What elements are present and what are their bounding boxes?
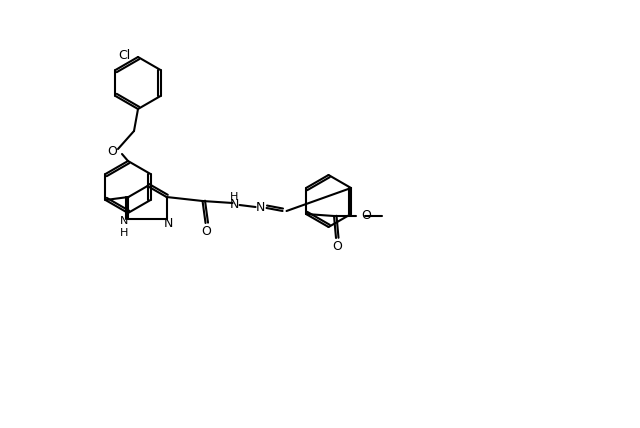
- Text: N: N: [256, 200, 265, 214]
- Text: Cl: Cl: [118, 48, 130, 62]
- Text: N: N: [164, 217, 173, 229]
- Text: O: O: [332, 240, 342, 253]
- Text: N: N: [230, 197, 239, 211]
- Text: O: O: [107, 145, 117, 158]
- Text: H: H: [230, 192, 239, 202]
- Text: O: O: [361, 208, 371, 222]
- Text: N
H: N H: [120, 216, 129, 238]
- Text: O: O: [202, 225, 211, 238]
